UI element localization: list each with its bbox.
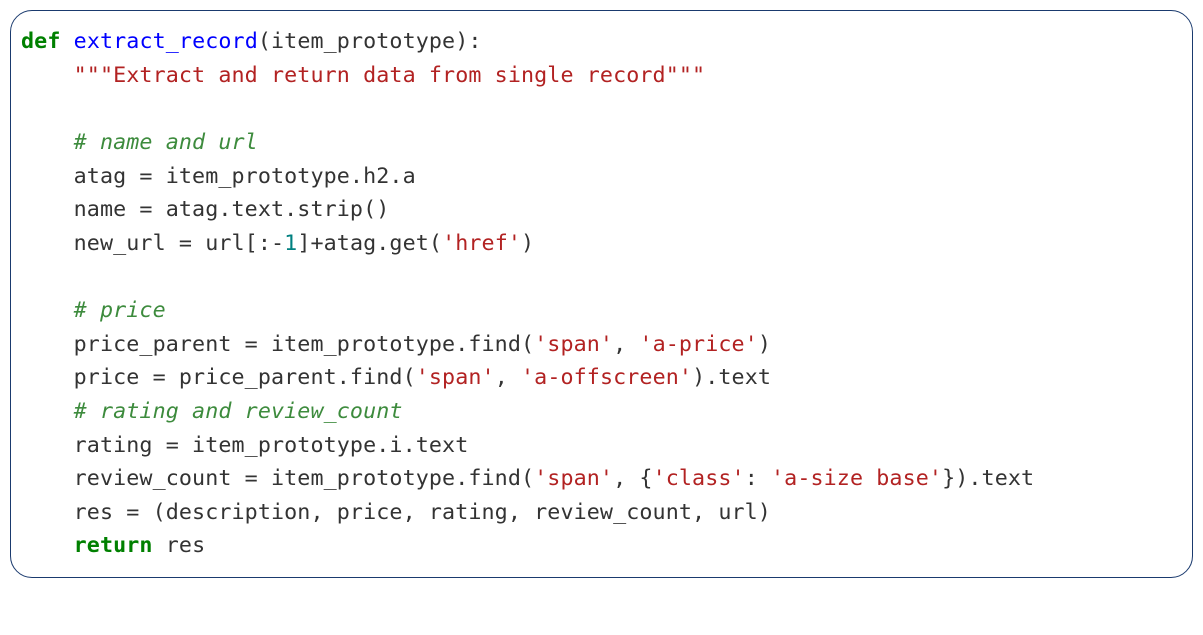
comment-price: # price (74, 298, 166, 323)
string-literal: 'href' (442, 231, 521, 256)
string-literal: 'span' (416, 365, 495, 390)
code-line: price = price_parent.find( (74, 365, 416, 390)
code-line: atag = item_prototype.h2.a (74, 164, 416, 189)
code-line: }).text (942, 466, 1034, 491)
code-line: ]+atag.get( (297, 231, 442, 256)
keyword-return: return (74, 533, 153, 558)
string-literal: 'span' (534, 466, 613, 491)
string-literal: 'a-offscreen' (521, 365, 692, 390)
comment-name-url: # name and url (74, 130, 258, 155)
params: (item_prototype): (258, 29, 482, 54)
code-line: review_count = item_prototype.find( (74, 466, 535, 491)
code-line: res (153, 533, 206, 558)
code-line: ).text (692, 365, 771, 390)
string-literal: 'a-size base' (771, 466, 942, 491)
code-line: , (613, 332, 639, 357)
code-line: new_url = url[:- (74, 231, 285, 256)
code-content: def extract_record(item_prototype): """E… (21, 25, 1182, 563)
code-line: ) (758, 332, 771, 357)
code-line: price_parent = item_prototype.find( (74, 332, 535, 357)
keyword-def: def (21, 29, 60, 54)
string-literal: 'span' (534, 332, 613, 357)
code-line: : (745, 466, 771, 491)
code-line: name = atag.text.strip() (74, 197, 390, 222)
code-line: , (495, 365, 521, 390)
code-line: res = (description, price, rating, revie… (74, 500, 771, 525)
number-literal: 1 (284, 231, 297, 256)
code-block: def extract_record(item_prototype): """E… (10, 10, 1193, 578)
code-line: rating = item_prototype.i.text (74, 433, 469, 458)
function-name: extract_record (74, 29, 258, 54)
code-line: ) (521, 231, 534, 256)
comment-rating: # rating and review_count (74, 399, 403, 424)
docstring: """Extract and return data from single r… (74, 63, 706, 88)
string-literal: 'class' (653, 466, 745, 491)
string-literal: 'a-price' (639, 332, 757, 357)
code-line: , { (613, 466, 652, 491)
